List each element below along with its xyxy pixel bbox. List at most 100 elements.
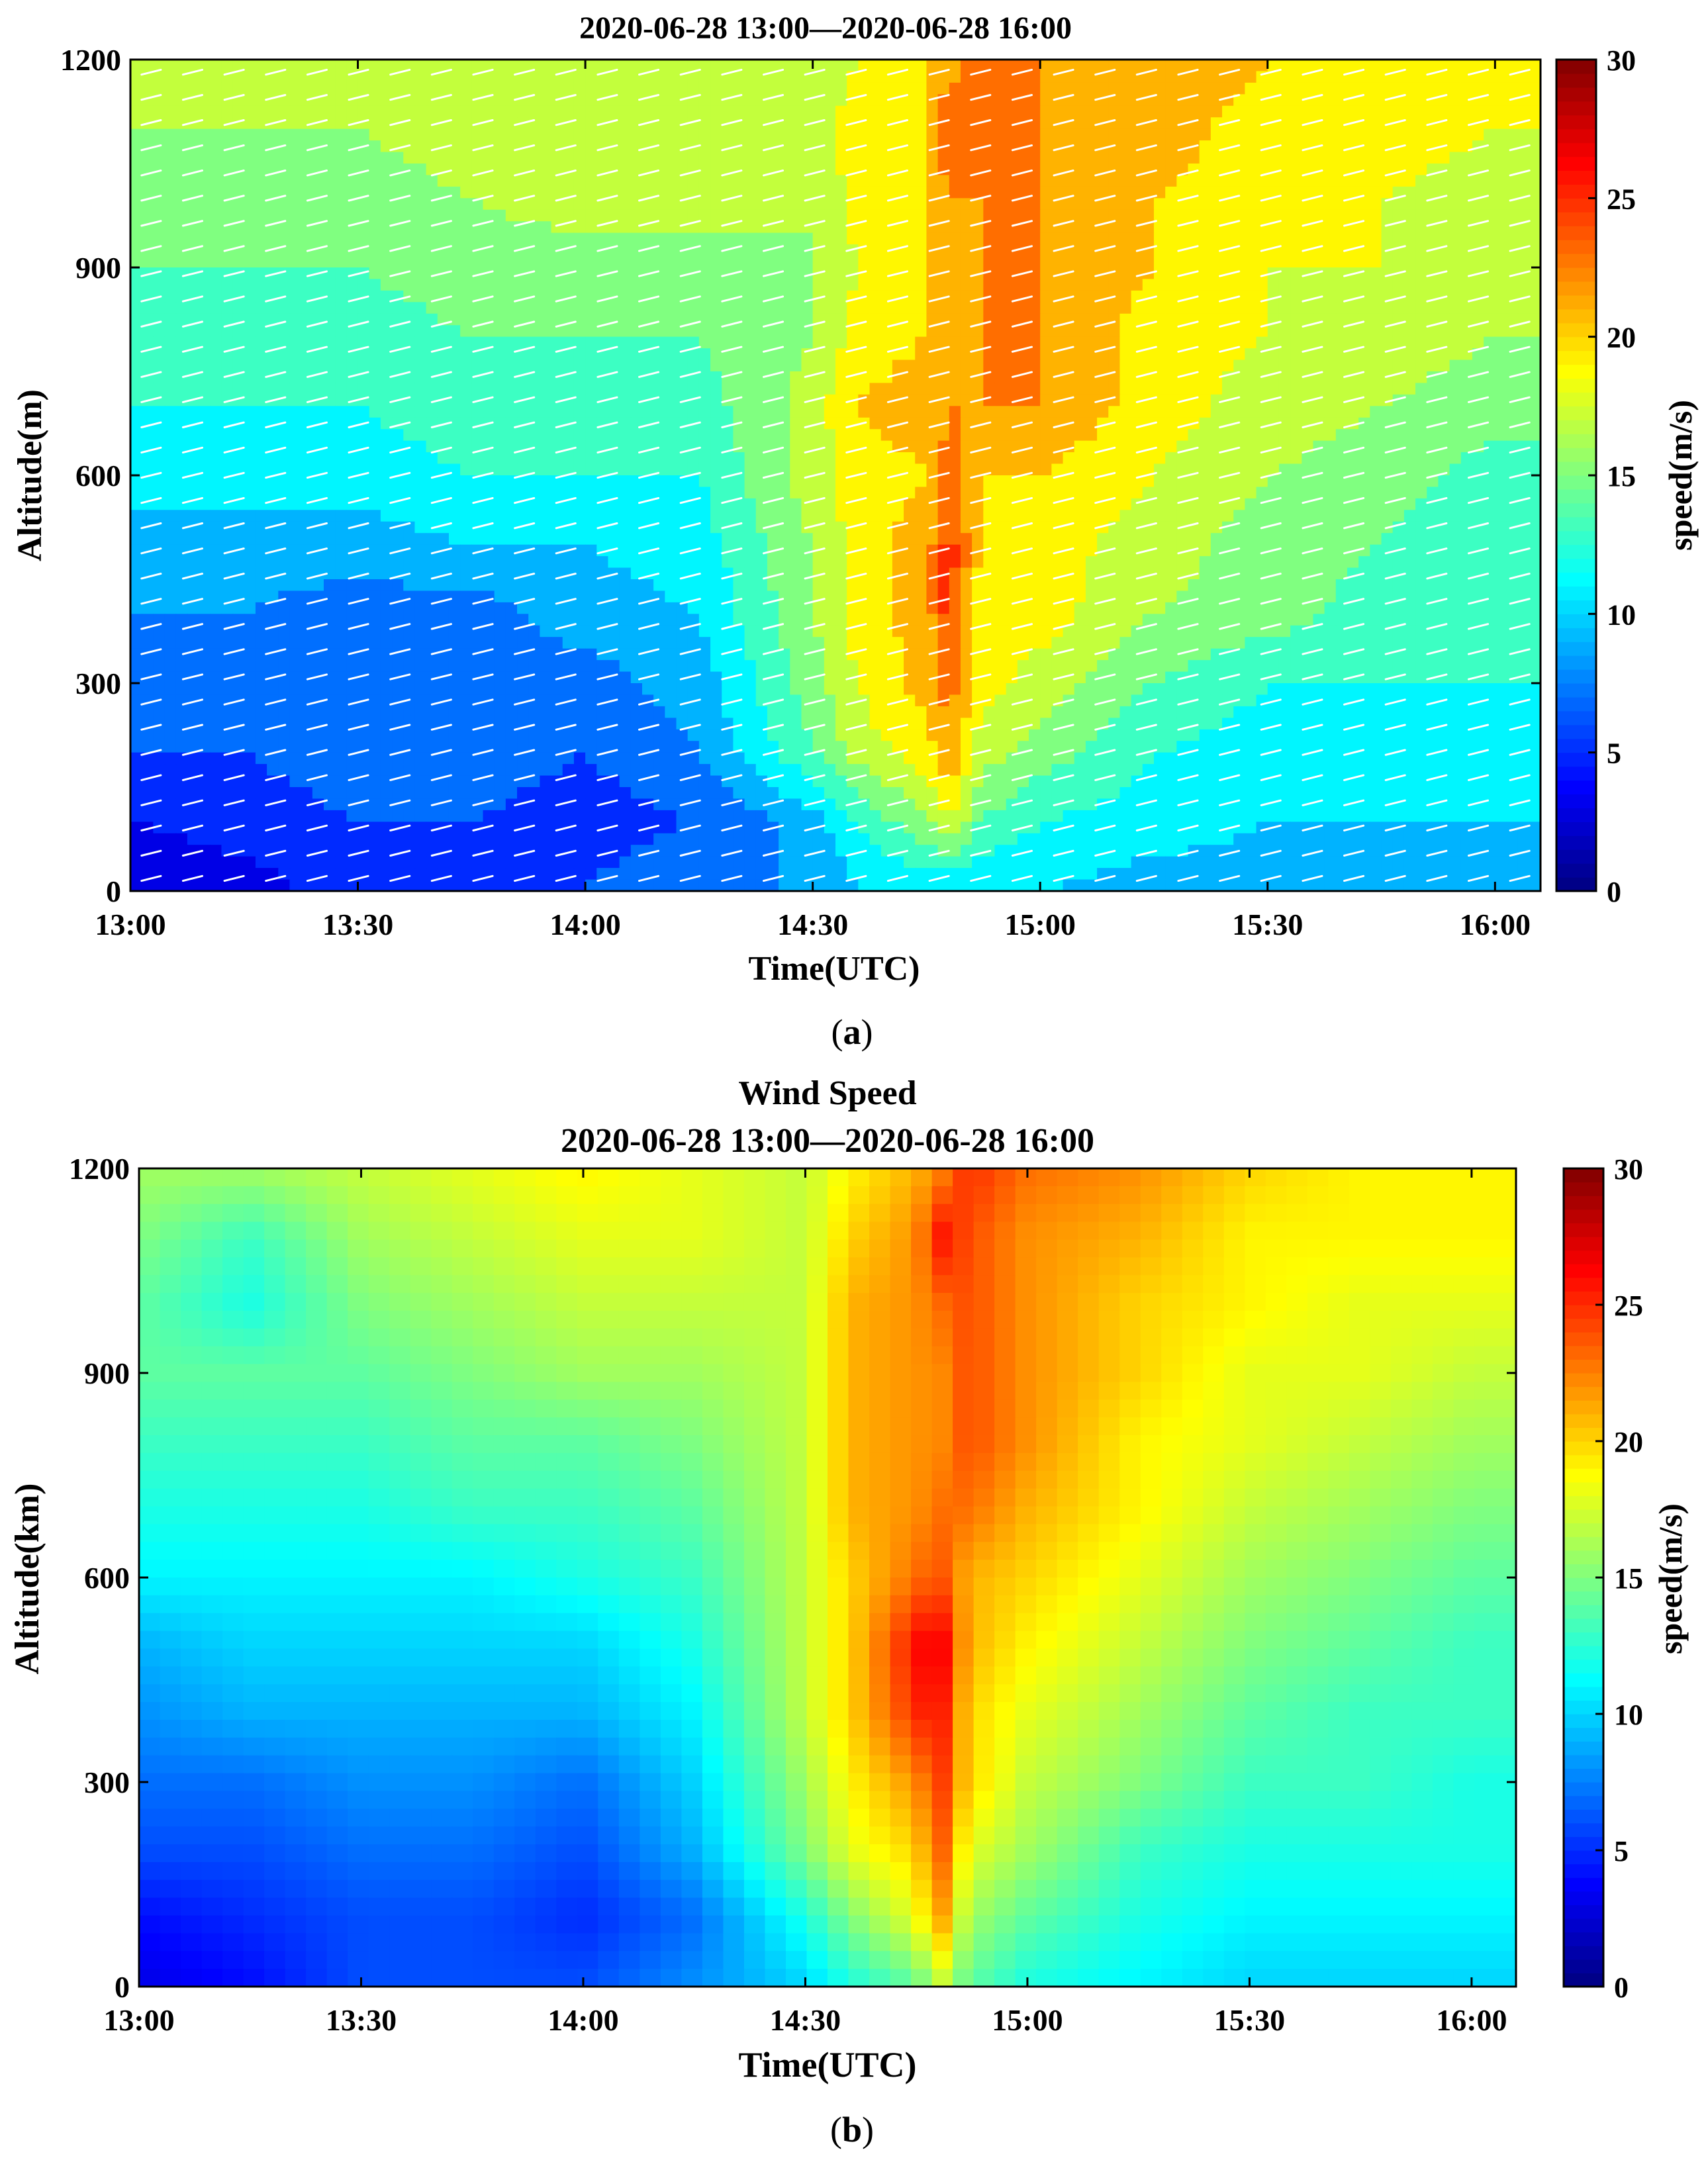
heatmap-cell [528, 383, 540, 395]
heatmap-cell [1029, 475, 1041, 488]
heatmap-cell [267, 82, 279, 95]
heatmap-cell [1199, 186, 1211, 199]
heatmap-cell [1335, 128, 1348, 141]
heatmap-cell [1392, 325, 1405, 338]
heatmap-cell [585, 164, 597, 176]
heatmap-cell [1085, 290, 1098, 303]
heatmap-cell [255, 232, 267, 245]
heatmap-cell [1370, 417, 1382, 430]
heatmap-cell [471, 279, 484, 291]
heatmap-cell [1381, 82, 1394, 95]
heatmap-cell [790, 313, 802, 326]
heatmap-cell [1313, 359, 1325, 372]
heatmap-cell [1495, 487, 1507, 499]
heatmap-cell [1074, 232, 1086, 245]
heatmap-cell [1131, 164, 1143, 176]
heatmap-cell [1199, 267, 1211, 280]
heatmap-cell [1074, 244, 1086, 257]
heatmap-cell [1324, 371, 1337, 384]
heatmap-cell [153, 209, 166, 222]
heatmap-cell [1222, 359, 1234, 372]
heatmap-cell [289, 463, 302, 476]
heatmap-cell [255, 463, 267, 476]
heatmap-cell [142, 279, 154, 291]
heatmap-cell [665, 487, 677, 499]
heatmap-cell [1017, 452, 1029, 465]
heatmap-cell [357, 60, 370, 72]
heatmap-cell [960, 290, 973, 303]
heatmap-cell [551, 175, 563, 187]
heatmap-cell [676, 198, 688, 211]
heatmap-cell [335, 128, 347, 141]
heatmap-cell [244, 521, 256, 534]
heatmap-cell [1006, 82, 1018, 95]
heatmap-cell [698, 359, 711, 372]
heatmap-cell [369, 105, 381, 118]
heatmap-cell [779, 383, 790, 395]
heatmap-cell [1335, 348, 1348, 361]
heatmap-cell [164, 117, 177, 130]
heatmap-cell [983, 440, 996, 453]
heatmap-cell [1290, 209, 1302, 222]
heatmap-cell [1153, 325, 1166, 338]
panel-a-plot-area [130, 60, 1541, 892]
heatmap-cell [1392, 82, 1405, 95]
heatmap-cell [1097, 429, 1109, 442]
heatmap-cell [153, 152, 166, 164]
heatmap-cell [665, 175, 677, 187]
heatmap-cell [1302, 383, 1314, 395]
heatmap-cell [1290, 440, 1302, 453]
heatmap-cell [630, 302, 643, 314]
heatmap-cell [880, 487, 893, 499]
heatmap-cell [1245, 417, 1257, 430]
heatmap-cell [585, 359, 597, 372]
heatmap-cell [722, 198, 734, 211]
heatmap-cell [335, 232, 347, 245]
heatmap-cell [824, 94, 836, 107]
heatmap-cell [380, 71, 393, 83]
heatmap-cell [1245, 232, 1257, 245]
heatmap-cell [972, 279, 984, 291]
heatmap-cell [426, 279, 438, 291]
heatmap-cell [585, 383, 597, 395]
heatmap-cell [1040, 348, 1052, 361]
heatmap-cell [414, 221, 427, 234]
heatmap-cell [1222, 510, 1234, 522]
heatmap-cell [369, 152, 381, 164]
heatmap-cell [824, 198, 836, 211]
heatmap-cell [835, 452, 847, 465]
heatmap-cell [1347, 82, 1359, 95]
heatmap-cell [904, 175, 916, 187]
heatmap-cell [1131, 359, 1143, 372]
heatmap-cell [540, 94, 552, 107]
heatmap-cell [540, 105, 552, 118]
heatmap-cell [1506, 164, 1519, 176]
heatmap-cell [164, 359, 177, 372]
heatmap-cell [175, 94, 188, 107]
heatmap-cell [369, 209, 381, 222]
heatmap-cell [858, 302, 871, 314]
heatmap-cell [1108, 359, 1121, 372]
heatmap-cell [1438, 510, 1450, 522]
heatmap-cell [210, 302, 222, 314]
heatmap-cell [1074, 105, 1086, 118]
heatmap-cell [437, 152, 450, 164]
heatmap-cell [528, 152, 540, 164]
heatmap-cell [324, 221, 336, 234]
heatmap-cell [1403, 371, 1416, 384]
heatmap-cell [460, 60, 472, 72]
heatmap-cell [1119, 140, 1132, 153]
heatmap-cell [301, 279, 313, 291]
heatmap-cell [494, 152, 506, 164]
heatmap-cell [187, 279, 199, 291]
heatmap-cell [994, 117, 1007, 130]
heatmap-cell [698, 94, 711, 107]
heatmap-cell [585, 186, 597, 199]
heatmap-cell [1529, 152, 1541, 164]
heatmap-cell [540, 175, 552, 187]
heatmap-cell [824, 510, 836, 522]
heatmap-cell [528, 440, 540, 453]
heatmap-cell [767, 383, 779, 395]
heatmap-cell [698, 475, 711, 488]
heatmap-cell [880, 152, 893, 164]
